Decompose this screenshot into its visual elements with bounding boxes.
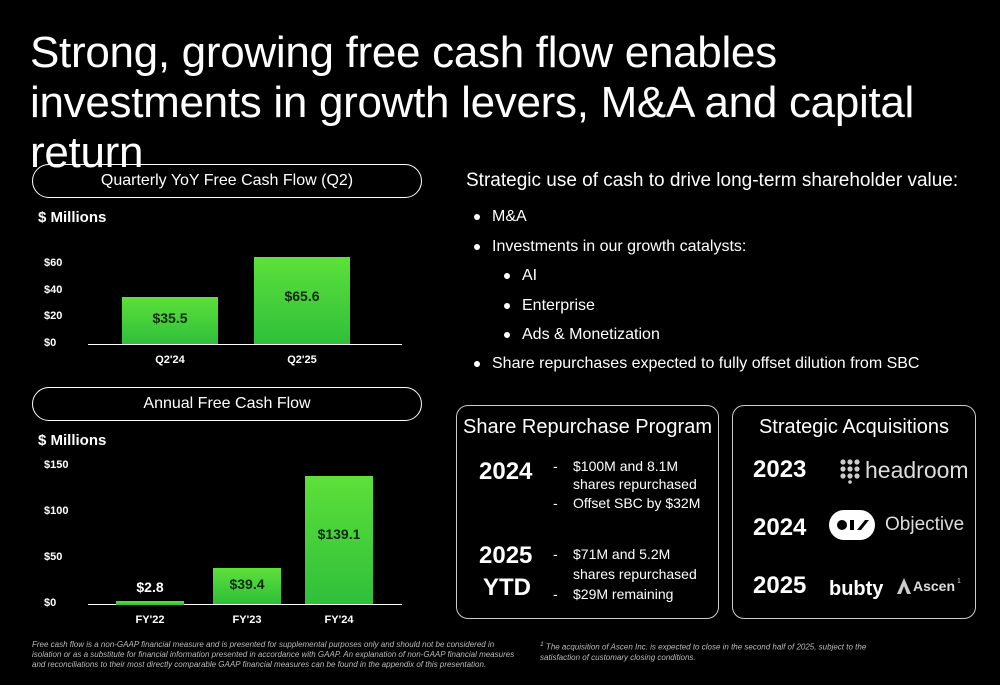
strategy-heading: Strategic use of cash to drive long-term… xyxy=(466,170,959,191)
y-tick-label: $150 xyxy=(44,459,69,471)
repurchase-2024-line3: Offset SBC by $32M xyxy=(573,495,701,511)
bubty-logo: bubty xyxy=(829,578,884,600)
footnote-right: 1 The acquisition of Ascen Inc. is expec… xyxy=(540,641,867,662)
objective-icon xyxy=(829,510,875,540)
y-tick-label: $50 xyxy=(44,551,63,563)
headroom-logo: headroom xyxy=(839,457,969,484)
y-tick-label: $20 xyxy=(44,310,63,323)
annual-y-unit: $ Millions xyxy=(38,432,107,449)
bar xyxy=(122,296,218,344)
y-tick-label: $0 xyxy=(44,597,57,609)
bar-value-label: $39.4 xyxy=(229,576,265,593)
x-axis-line xyxy=(88,344,402,345)
acquisitions-title: Strategic Acquisitions xyxy=(758,416,950,438)
bullet-ai: AI xyxy=(504,267,537,285)
page-title: Strong, growing free cash flow enables i… xyxy=(30,28,915,177)
repurchase-2025-line3: $29M remaining xyxy=(573,586,674,602)
headroom-icon xyxy=(840,458,860,484)
bar-value-label: $35.5 xyxy=(152,310,188,327)
bullet-enterprise: Enterprise xyxy=(504,297,595,315)
repurchase-2024-line2: shares repurchased xyxy=(573,476,697,492)
objective-logo: Objective xyxy=(829,510,964,540)
x-tick-label: Q2'24 xyxy=(155,354,185,366)
repurchase-box: Share Repurchase Program 2024 - $100M an… xyxy=(456,405,719,619)
x-tick-label: FY'22 xyxy=(135,614,165,626)
bar xyxy=(116,601,184,606)
bar xyxy=(254,256,350,344)
x-tick-label: Q2'25 xyxy=(287,354,317,366)
repurchase-2025-line2: shares repurchased xyxy=(573,566,697,582)
bar-value-label: $139.1 xyxy=(317,525,361,542)
ascen-logo: Ascen 1 xyxy=(897,578,961,594)
bar xyxy=(213,567,281,604)
bar xyxy=(305,476,373,604)
bullet-repurchases: Share repurchases expected to fully offs… xyxy=(474,355,919,373)
repurchase-year-2025: 2025 xyxy=(479,542,533,569)
ascen-footmark: 1 xyxy=(957,578,961,585)
footnote-left: Free cash flow is a non-GAAP financial m… xyxy=(32,640,515,669)
bullet-ma: M&A xyxy=(474,208,527,226)
bar-value-label: $65.6 xyxy=(284,288,320,305)
y-tick-label: $40 xyxy=(44,283,63,296)
bullet-ads: Ads & Monetization xyxy=(504,326,660,344)
repurchase-2024-line1: $100M and 8.1M xyxy=(573,458,679,474)
repurchase-year-ytd: YTD xyxy=(483,574,531,601)
acq-year-2024: 2024 xyxy=(753,514,807,541)
bar-value-label: $2.8 xyxy=(136,579,164,596)
quarterly-y-unit: $ Millions xyxy=(38,209,107,226)
bullet-investments: Investments in our growth catalysts: xyxy=(474,238,746,256)
y-tick-label: $100 xyxy=(44,505,69,517)
repurchase-year-2024: 2024 xyxy=(479,458,533,485)
acquisitions-box: Strategic Acquisitions 2023 headroom 202… xyxy=(732,405,976,619)
acq-year-2023: 2023 xyxy=(753,456,807,483)
x-tick-label: FY'23 xyxy=(232,614,262,626)
x-axis-line xyxy=(88,604,402,605)
repurchase-2025-line1: $71M and 5.2M xyxy=(573,546,671,562)
acq-year-2025: 2025 xyxy=(753,572,807,599)
repurchase-title: Share Repurchase Program xyxy=(462,416,712,438)
ascen-icon xyxy=(897,578,911,594)
annual-chart-title: Annual Free Cash Flow xyxy=(32,387,422,421)
y-tick-label: $0 xyxy=(44,337,57,349)
y-tick-label: $60 xyxy=(44,257,63,270)
quarterly-chart-title: Quarterly YoY Free Cash Flow (Q2) xyxy=(32,164,422,198)
x-tick-label: FY'24 xyxy=(324,614,354,626)
